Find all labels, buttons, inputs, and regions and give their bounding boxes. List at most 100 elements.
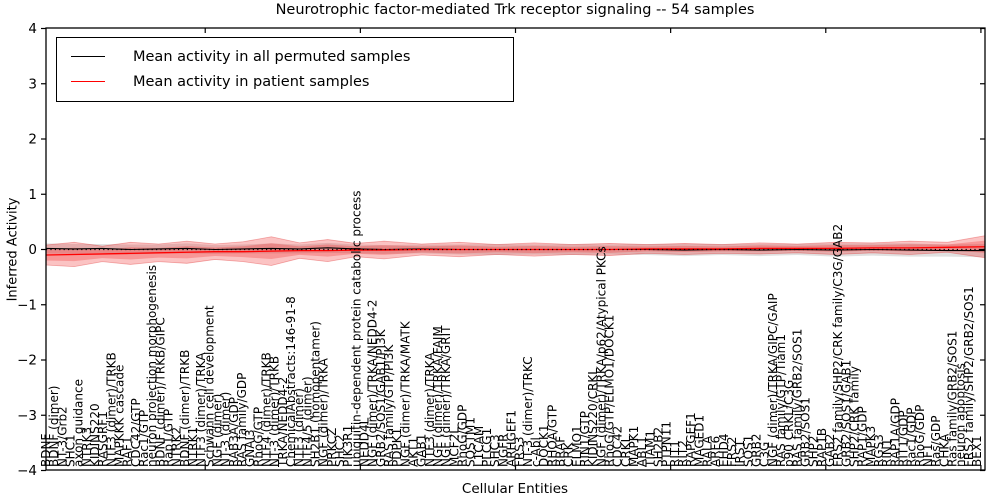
entity-label: CRKL <box>619 435 633 467</box>
entity-label: NGF (dimer)/TRKA/GRIT <box>439 325 453 467</box>
entity-label: Rac1/GDP <box>905 408 919 467</box>
entity-label: GNAI3 <box>243 429 257 467</box>
entity-label: FRS3 <box>513 437 527 468</box>
entity-label: CHKA <box>937 433 951 467</box>
entity-label: IRS1 <box>733 440 747 467</box>
entity-label: L1CAM <box>472 426 486 467</box>
entity-label: BEX1 <box>970 435 984 467</box>
entity-label: BDNF (dimer) <box>47 386 61 468</box>
entity-label: NTF3 (dimer)/TRKA <box>194 352 208 467</box>
entity-label: NT-3 (dimer)/TRKC <box>521 356 535 467</box>
entity-label: RASGRF1 <box>96 411 110 467</box>
entity-label: NTF3 (dimer)/TRKB <box>104 352 118 467</box>
entity-label: RGS3 <box>872 434 886 467</box>
entity-label: RHOA/GTP <box>545 405 559 467</box>
entity-label: FRS2 family/SHP2/CRK family/C3G/GAB2 <box>831 224 845 467</box>
entity-label: neuron apoptosis <box>954 363 968 467</box>
entity-label: GRB2 <box>749 433 763 467</box>
entity-label: RAF1 <box>121 436 135 467</box>
entity-label: SHP2/CRK family <box>847 366 861 467</box>
entity-label: PLCG1 <box>480 428 494 467</box>
entity-label: Rap1/GTP <box>162 409 176 467</box>
entity-label: SH2B1 (homopentamer) <box>309 321 323 467</box>
y-tick-label: 2 <box>28 132 37 148</box>
entity-label: Ras/GDP <box>929 416 943 468</box>
entity-label: RAPGEF1 <box>684 412 698 467</box>
entity-label: GRB2/SOS1/GAB1 <box>839 360 853 467</box>
entity-label: NGF (dimer)/TRKA <box>317 357 331 467</box>
entity-label: CDC42 <box>611 426 625 467</box>
entity-label: NGF (dimer)/TRKA/NEDD4-2 <box>366 299 380 467</box>
entity-label: SHC3 <box>488 434 502 467</box>
entity-label: NTF4/5 (dimer) <box>300 376 314 467</box>
entity-label: CRK <box>562 441 576 467</box>
entity-label: p90 CRKL/C3G <box>782 380 796 467</box>
y-tick-label: −1 <box>17 297 37 313</box>
entity-label: NGF (dimer)/TRKA/FAIM <box>431 326 445 467</box>
y-tick-label: −4 <box>17 463 37 479</box>
entity-label: NEDD4L <box>358 417 372 467</box>
entity-label: RAS family/GTP/PI3K <box>382 344 396 467</box>
entity-label: RAP1A/GDP <box>888 398 902 467</box>
entity-label: BDNF (dimer)/TRKB <box>178 350 192 467</box>
entity-label: NT-3 (dimer) <box>219 392 233 467</box>
entity-label: GAB2 <box>823 434 837 467</box>
entity-label: SHC1 <box>64 434 78 467</box>
entity-label: c-Abl <box>529 437 543 467</box>
entity-label: Ras family/GRB2/SOS1 <box>945 331 959 467</box>
entity-label: NTRK3 <box>80 427 94 467</box>
entity-label: RIT1/GDP <box>896 410 910 467</box>
entity-label: SHC2 <box>333 434 347 467</box>
entity-label: Schwann cell development <box>202 305 216 467</box>
entity-label: DOCK1 <box>537 424 551 467</box>
x-axis-label: Cellular Entities <box>461 481 569 497</box>
entity-label: ARHGEF1 <box>505 410 519 467</box>
entity-label: NGF (dimer)/TRKA/p62/Atypical PKCs <box>594 246 608 467</box>
entity-label: ELMO1 <box>570 425 584 467</box>
entity-label: NTF3 (dimer) <box>292 388 306 467</box>
entity-label: RAP1/GDP <box>856 406 870 467</box>
entity-label: neuron projection morphogenesis <box>145 265 159 467</box>
legend-row-permuted: Mean activity in all permuted samples <box>71 44 503 69</box>
entity-label: EHD4 <box>717 434 731 467</box>
patient-line-swatch <box>71 81 105 82</box>
entity-label: RhoG/GDP <box>456 405 470 467</box>
entity-label: SH2B2 <box>651 427 665 467</box>
entity-label: GRB2/SOS1 <box>798 397 812 467</box>
y-tick-label: 0 <box>28 242 37 258</box>
chart-title: Neurotrophic factor-mediated Trk recepto… <box>275 2 755 18</box>
entity-label: MAPK1 <box>627 426 641 467</box>
entity-label: RAS family/GRB2/SOS1 <box>790 329 804 467</box>
entity-label: BDNF (dimer)/TRKB/GIPC <box>153 317 167 467</box>
entity-label: RhoG/GTP/ELMO1/DOCK1 <box>602 315 616 467</box>
entity-label: NTRK1 <box>186 427 200 467</box>
entity-label: NF1 <box>921 443 935 467</box>
legend-label-permuted: Mean activity in all permuted samples <box>133 48 411 65</box>
entity-label: NTF4 (dimer)/TRKB <box>260 352 274 467</box>
y-tick-label: 3 <box>28 76 37 92</box>
entity-label: RAS family/GDP <box>235 373 249 467</box>
entity-label: AKT1 <box>407 437 421 467</box>
entity-label: NGF (dimer)/TRKA/GIPC/GAIP <box>766 293 780 467</box>
entity-label: MCF2L <box>447 427 461 467</box>
entity-label: axon guidance <box>72 379 86 467</box>
y-tick-label: −3 <box>17 408 37 424</box>
entity-label: RALA <box>700 435 714 467</box>
entity-label: RAB3A/GDP <box>227 397 241 467</box>
entity-label: NT-3 (dimer)/TRKB <box>268 356 282 467</box>
entity-label: BRAF <box>553 436 567 467</box>
entity-label: ARF6 <box>709 436 723 467</box>
entity-label: SQSTM1 <box>464 417 478 467</box>
legend-row-patient: Mean activity in patient samples <box>71 69 503 94</box>
entity-label: SHP2 <box>807 435 821 467</box>
entity-label: NT-3/Grb2 <box>55 406 69 467</box>
entity-label: NGFR <box>496 433 510 467</box>
entity-label: PTPN11 <box>660 421 674 467</box>
patient-std-band-inner <box>46 240 985 262</box>
entity-label: Rac1/GTP <box>137 410 151 467</box>
entity-label: MAPK3 <box>864 426 878 467</box>
entity-label: ubiquitin-dependent protein catabolic pr… <box>349 191 363 467</box>
entity-label: NGF (dimer)/TRKA/MATK <box>398 320 412 467</box>
entity-label: FRS2 <box>725 437 739 468</box>
